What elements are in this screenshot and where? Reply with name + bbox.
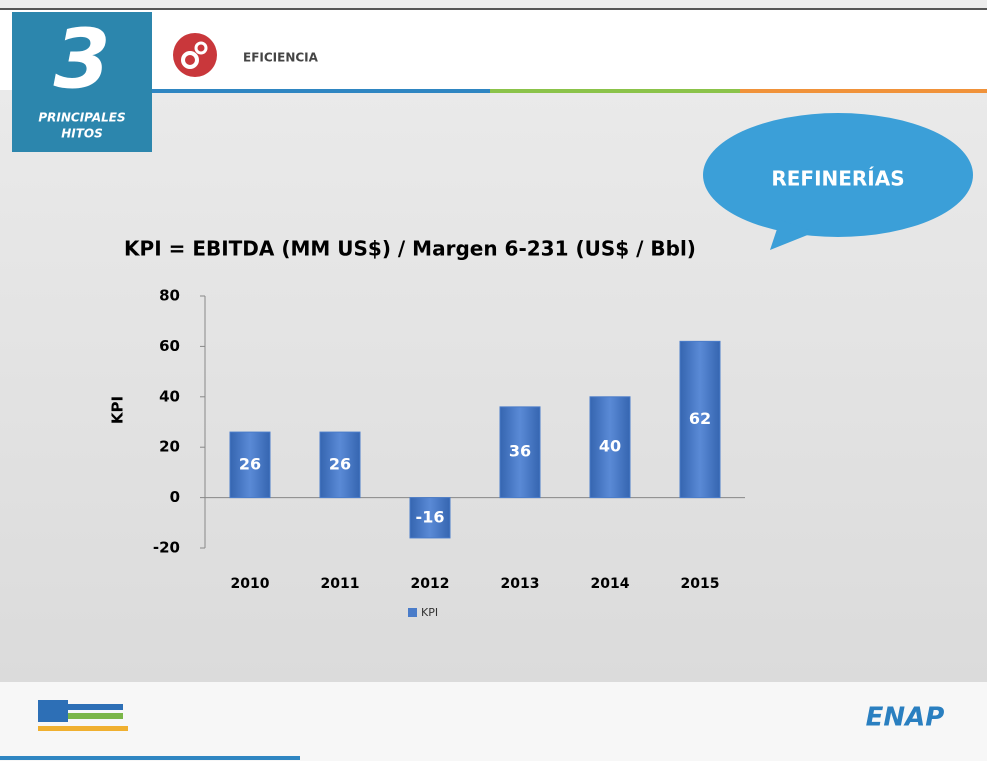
value-label: 62 [689,409,711,428]
left-logo [38,726,128,731]
bar [499,406,541,499]
value-label: 26 [329,454,351,473]
header-line [740,89,987,93]
y-tick-label: 60 [159,337,180,355]
x-tick-label: 2011 [321,576,360,592]
header-line [490,89,740,93]
bar [319,431,361,499]
header-band [0,8,987,90]
left-logo [38,700,68,722]
value-label: -16 [416,507,445,526]
logo: ENAP [866,703,945,733]
y-tick-label: 20 [159,438,180,456]
footer-band [0,682,987,761]
gear [194,41,208,55]
value-label: 36 [509,442,531,461]
bar [409,497,451,539]
section-box [12,12,152,152]
bar [679,340,721,499]
y-tick-label: 80 [159,287,180,305]
x-tick-label: 2015 [681,576,720,592]
bar [229,431,271,499]
y-tick-label: -20 [153,539,180,557]
plot: -20 0 20 40 60 80 2010 2011 2012 2013 2014 2015 26 26… [153,287,745,619]
chart-title: KPI = EBITDA (MM US$) / Margen 6-231 (US… [124,237,696,261]
topic: EFICIENCIA [243,51,319,65]
section-number: 3 [53,12,110,107]
y-tick-label: 40 [159,387,180,405]
section-label: PRINCIPALES [38,111,125,125]
callout [703,113,973,237]
header-rule [0,8,987,10]
left-logo [68,704,123,710]
x-tick-label: 2010 [231,576,270,592]
y-axis-label: KPI [109,396,127,424]
legend-label: KPI [421,606,438,619]
bar [589,396,631,499]
x-tick-label: 2013 [501,576,540,592]
callout-text: REFINERÍAS [771,167,904,191]
x-tick-label: 2014 [591,576,630,592]
value-label: 40 [599,437,621,456]
value-label: 26 [239,454,261,473]
header-line [150,89,490,93]
left-logo [68,713,123,719]
section-label: HITOS [61,127,103,141]
callout-tail [770,220,815,250]
x-tick-label: 2012 [411,576,450,592]
gear [181,51,199,69]
footer-line [0,756,300,760]
legend-swatch [408,608,417,617]
y-tick-label: 0 [170,488,180,506]
